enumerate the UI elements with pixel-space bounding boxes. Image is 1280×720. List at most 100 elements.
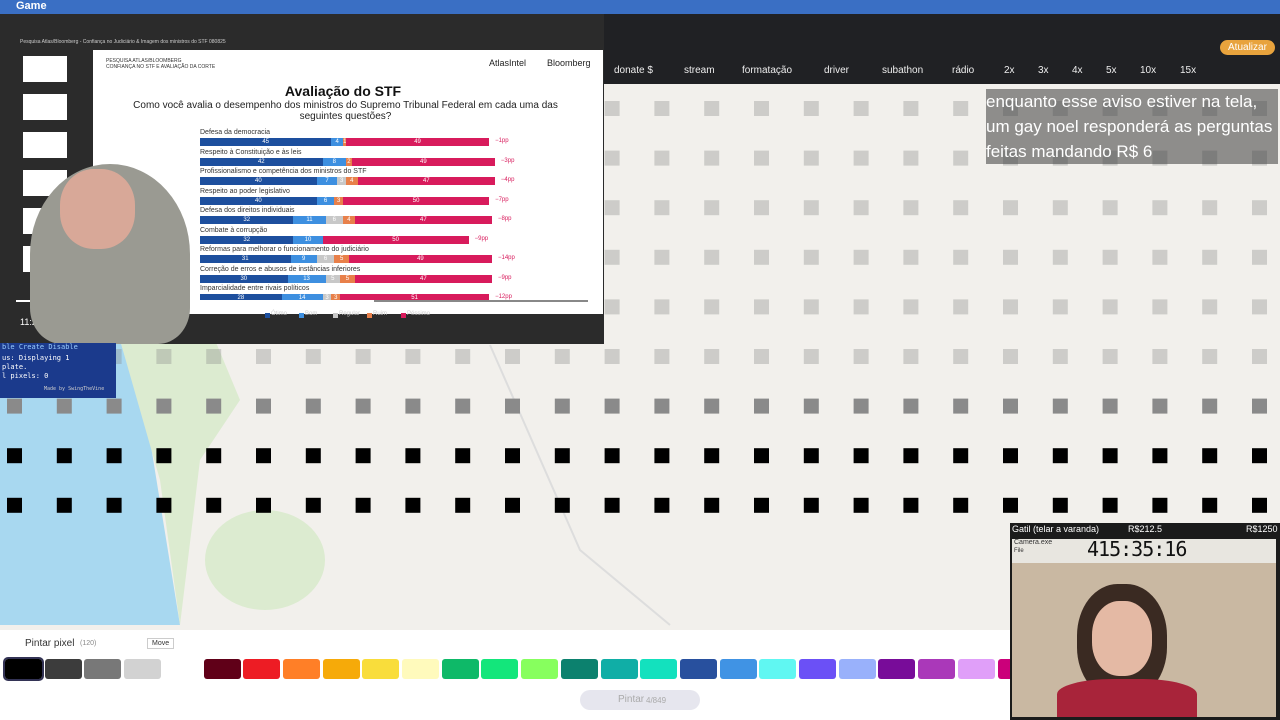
color-swatch[interactable] [759, 659, 797, 679]
pixel [1252, 349, 1267, 364]
color-swatch[interactable] [600, 659, 638, 679]
color-swatch[interactable] [957, 659, 995, 679]
pixel [1003, 249, 1018, 265]
pixel [853, 150, 869, 166]
title-bar [0, 0, 1280, 14]
color-swatch[interactable] [838, 659, 876, 679]
bar-segment: 3 [322, 294, 332, 302]
pixel [903, 200, 919, 216]
color-swatch[interactable] [481, 659, 519, 679]
paint-label: Pintar pixel [25, 638, 75, 649]
camera-window: Camera.exe File 415:35:16 [1012, 537, 1276, 717]
legend-label: Regular [339, 311, 361, 317]
pixel [754, 150, 769, 166]
bar-segment: 47 [354, 274, 492, 283]
pixel [1252, 249, 1267, 265]
color-swatch[interactable] [878, 659, 916, 679]
camera-app: Camera.exe [1014, 539, 1053, 546]
move-button[interactable]: Move [147, 638, 175, 649]
bookmark[interactable]: 5x [1106, 65, 1117, 76]
color-swatch[interactable] [3, 657, 44, 681]
pixel [1102, 448, 1118, 464]
bar-segment: 40 [200, 177, 317, 185]
color-swatch[interactable] [84, 659, 122, 679]
color-swatch[interactable] [640, 659, 678, 679]
brand: AtlasIntel [489, 58, 527, 68]
color-swatch[interactable] [402, 659, 439, 679]
pixel [1052, 349, 1068, 364]
notice: enquanto esse aviso estiver na tela, um … [986, 89, 1278, 164]
diff: −8pp [498, 216, 512, 222]
pixel [704, 101, 720, 116]
color-swatch[interactable] [203, 659, 241, 679]
bookmark[interactable]: donate $ [614, 65, 653, 76]
pixel [654, 249, 670, 265]
goal-panel: Gatil (telar a varanda) R$212.5 R$1250 Came… [1010, 523, 1280, 720]
pixel [1052, 200, 1068, 216]
color-swatch[interactable] [521, 659, 559, 679]
pixel [1152, 497, 1168, 513]
bookmark[interactable]: 2x [1004, 65, 1015, 76]
bar-segment: 6 [325, 216, 344, 224]
pixel [704, 150, 720, 166]
pixel [7, 497, 22, 513]
pixel [1152, 249, 1168, 265]
legend-label: Ruim [373, 311, 388, 317]
color-swatch[interactable] [799, 659, 836, 679]
row-label: Correção de erros e abusos de instâncias… [200, 265, 361, 273]
color-swatch[interactable] [362, 659, 400, 679]
bookmark[interactable]: stream [684, 65, 715, 76]
color-swatch[interactable] [322, 659, 360, 679]
color-swatch[interactable] [44, 659, 82, 679]
bookmark[interactable]: formatação [742, 65, 793, 76]
pixel [1102, 349, 1118, 364]
bar-segment: 47 [354, 216, 492, 224]
pixel [1202, 299, 1218, 315]
park [205, 510, 325, 610]
bookmark[interactable]: 4x [1072, 65, 1083, 76]
color-swatch[interactable] [560, 659, 598, 679]
pixel [56, 398, 72, 414]
bookmark[interactable]: driver [824, 65, 850, 76]
pixel [903, 448, 919, 464]
pixel [505, 398, 520, 414]
pixel [1152, 299, 1168, 315]
color-swatch[interactable] [918, 659, 956, 679]
pixel [903, 398, 919, 414]
bar-segment: 30 [200, 274, 288, 283]
color-swatch[interactable] [163, 659, 201, 679]
pixel [604, 299, 620, 315]
color-swatch[interactable] [282, 659, 320, 679]
pixel [206, 497, 222, 513]
pixel [754, 349, 769, 364]
pixel [405, 448, 421, 464]
pixel [505, 497, 520, 513]
pixel [305, 398, 321, 414]
color-swatch[interactable] [719, 659, 757, 679]
pixel [704, 398, 720, 414]
bookmark[interactable]: rádio [952, 65, 975, 76]
color-swatch[interactable] [124, 659, 162, 679]
color-swatch[interactable] [679, 659, 717, 679]
legend-swatch [367, 313, 372, 318]
update-button[interactable]: Atualizar [1220, 40, 1275, 55]
pixel [1003, 200, 1018, 216]
bookmark[interactable]: 15x [1180, 65, 1197, 76]
bar-segment: 50 [343, 196, 490, 205]
color-swatch[interactable] [243, 659, 281, 679]
bar-segment: 45 [200, 138, 332, 146]
diff: −9pp [474, 235, 489, 242]
bookmark[interactable]: subathon [882, 65, 924, 76]
bar-segment: 42 [200, 157, 323, 166]
pixel [953, 249, 969, 265]
pixel [1052, 497, 1068, 513]
color-swatch[interactable] [441, 659, 479, 679]
paint-button[interactable]: Pintar 4/849 [580, 690, 700, 710]
console-line: l pixels: 0 [2, 372, 49, 380]
bar-segment: 6 [316, 255, 335, 263]
bookmark[interactable]: 10x [1140, 65, 1157, 76]
diff: −1pp [495, 138, 509, 144]
bookmark[interactable]: 3x [1038, 65, 1049, 76]
pixel [604, 249, 620, 265]
pixel [853, 299, 869, 315]
